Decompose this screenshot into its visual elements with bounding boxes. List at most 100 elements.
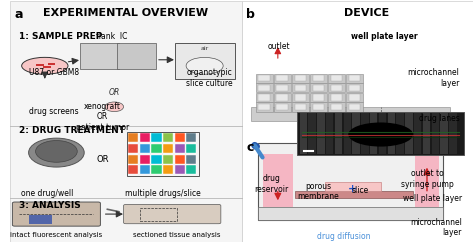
Text: 3: ANALYSIS: 3: ANALYSIS: [19, 201, 81, 210]
FancyBboxPatch shape: [124, 204, 221, 224]
Bar: [174, 165, 185, 174]
Bar: [258, 207, 443, 220]
Bar: [325, 182, 381, 191]
Bar: [349, 94, 360, 101]
Bar: [163, 133, 173, 142]
Bar: [361, 113, 369, 154]
Bar: [258, 85, 270, 91]
Bar: [273, 83, 291, 92]
Bar: [346, 83, 363, 92]
Bar: [310, 93, 327, 102]
Bar: [388, 113, 395, 154]
Bar: [151, 144, 162, 153]
Text: one drug/well: one drug/well: [21, 189, 73, 198]
Bar: [432, 113, 439, 154]
Bar: [294, 85, 306, 91]
Bar: [128, 154, 138, 164]
Bar: [292, 73, 309, 83]
FancyBboxPatch shape: [10, 1, 242, 242]
Text: intact fluorescent analysis: intact fluorescent analysis: [10, 232, 102, 238]
Bar: [312, 94, 324, 101]
Bar: [36, 64, 44, 66]
Bar: [128, 144, 138, 153]
Text: well plate layer: well plate layer: [351, 32, 418, 41]
Ellipse shape: [28, 138, 84, 167]
Bar: [44, 66, 51, 68]
FancyBboxPatch shape: [242, 1, 474, 242]
Ellipse shape: [36, 141, 77, 162]
Text: flank  IC: flank IC: [96, 32, 128, 41]
Text: outlet to
syringe pump: outlet to syringe pump: [401, 170, 453, 189]
Bar: [174, 144, 185, 153]
Ellipse shape: [22, 57, 68, 74]
Bar: [28, 215, 52, 224]
Bar: [151, 154, 162, 164]
Bar: [273, 102, 291, 112]
Text: microchannel
layer: microchannel layer: [408, 68, 459, 88]
Bar: [163, 144, 173, 153]
Text: +: +: [348, 184, 357, 194]
Bar: [258, 75, 270, 81]
Bar: [140, 154, 150, 164]
FancyBboxPatch shape: [117, 43, 156, 69]
Bar: [440, 113, 448, 154]
Bar: [276, 85, 288, 91]
Bar: [309, 113, 316, 154]
Text: U87 or GBM8: U87 or GBM8: [28, 68, 79, 77]
Text: 2: DRUG TREATMENT: 2: DRUG TREATMENT: [19, 126, 125, 135]
Bar: [300, 113, 307, 154]
Bar: [255, 83, 273, 92]
Bar: [292, 93, 309, 102]
Bar: [414, 113, 421, 154]
Bar: [328, 83, 345, 92]
Bar: [331, 85, 342, 91]
Bar: [276, 94, 288, 101]
Bar: [255, 73, 273, 83]
Bar: [128, 165, 138, 174]
Bar: [186, 154, 196, 164]
Bar: [326, 113, 333, 154]
Bar: [151, 133, 162, 142]
Bar: [174, 154, 185, 164]
Bar: [310, 102, 327, 112]
Bar: [140, 208, 177, 221]
Bar: [255, 102, 273, 112]
Bar: [423, 113, 430, 154]
Bar: [140, 165, 150, 174]
Bar: [127, 132, 199, 175]
Bar: [310, 83, 327, 92]
Bar: [48, 63, 55, 65]
Bar: [328, 93, 345, 102]
Text: multiple drugs/slice: multiple drugs/slice: [125, 189, 201, 198]
Bar: [295, 191, 413, 198]
Bar: [255, 93, 273, 102]
Bar: [312, 75, 324, 81]
Text: sectioned tissue analysis: sectioned tissue analysis: [133, 232, 220, 238]
Text: EXPERIMENTAL OVERVIEW: EXPERIMENTAL OVERVIEW: [43, 8, 209, 18]
Bar: [297, 112, 464, 155]
Bar: [128, 133, 138, 142]
Bar: [140, 144, 150, 153]
Text: drug lanes: drug lanes: [419, 114, 459, 123]
Bar: [405, 113, 413, 154]
Bar: [163, 165, 173, 174]
Bar: [310, 73, 327, 83]
Bar: [312, 85, 324, 91]
FancyBboxPatch shape: [258, 143, 443, 220]
Text: drug screens: drug screens: [28, 107, 78, 116]
Bar: [186, 133, 196, 142]
Ellipse shape: [348, 122, 413, 147]
Text: drug diffusion: drug diffusion: [317, 232, 370, 241]
Bar: [331, 94, 342, 101]
Bar: [258, 104, 270, 110]
Bar: [415, 154, 439, 207]
Bar: [273, 93, 291, 102]
Bar: [186, 144, 196, 153]
Bar: [449, 113, 456, 154]
Bar: [174, 133, 185, 142]
Text: outlet: outlet: [267, 42, 290, 51]
Text: OR: OR: [97, 155, 109, 164]
Bar: [328, 73, 345, 83]
Bar: [292, 83, 309, 92]
Bar: [276, 104, 288, 110]
